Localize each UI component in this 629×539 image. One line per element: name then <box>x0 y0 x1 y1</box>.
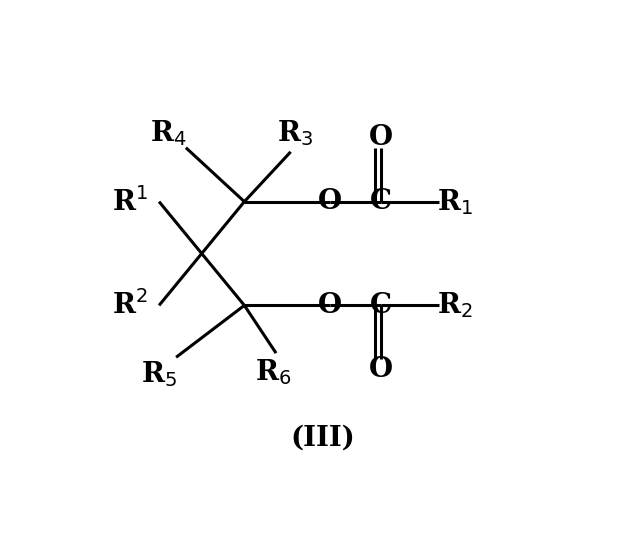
Text: O: O <box>369 356 393 383</box>
Text: C: C <box>370 292 392 319</box>
Text: O: O <box>369 124 393 151</box>
Text: (III): (III) <box>290 425 355 452</box>
Text: R$_4$: R$_4$ <box>150 118 187 148</box>
Text: O: O <box>318 292 342 319</box>
Text: O: O <box>318 188 342 215</box>
Text: R$_2$: R$_2$ <box>437 291 473 320</box>
Text: R$_1$: R$_1$ <box>437 186 473 217</box>
Text: R$_3$: R$_3$ <box>277 118 314 148</box>
Text: R$^1$: R$^1$ <box>112 186 148 217</box>
Text: R$_6$: R$_6$ <box>255 357 292 386</box>
Text: C: C <box>370 188 392 215</box>
Text: R$^2$: R$^2$ <box>112 291 148 320</box>
Text: R$_5$: R$_5$ <box>141 359 177 389</box>
